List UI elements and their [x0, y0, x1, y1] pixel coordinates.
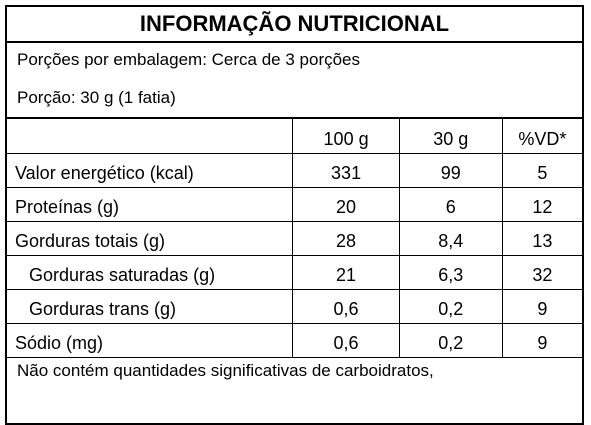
value-vd: 12: [501, 186, 582, 221]
value-30g: 6,3: [398, 254, 503, 289]
value-30g: 6: [398, 186, 503, 221]
nutrition-facts-label: INFORMAÇÃO NUTRICIONAL Porções por embal…: [5, 5, 584, 425]
table-row: Proteínas (g) 20 6 12: [7, 186, 582, 221]
value-100g: 0,6: [292, 322, 400, 357]
value-vd: 9: [501, 322, 582, 357]
table-row: Gorduras saturadas (g) 21 6,3 32: [7, 254, 582, 289]
value-100g: 0,6: [292, 288, 400, 323]
value-100g: 20: [292, 186, 400, 221]
row-label: Valor energético (kcal): [7, 152, 293, 187]
header-cell-30g: 30 g: [398, 119, 503, 153]
row-label: Gorduras saturadas (g): [7, 254, 293, 289]
value-vd: 5: [501, 152, 582, 187]
value-30g: 0,2: [398, 322, 503, 357]
serving-size: Porção: 30 g (1 fatia): [17, 88, 176, 107]
value-100g: 331: [292, 152, 400, 187]
value-vd: 13: [501, 220, 582, 255]
value-vd: 32: [501, 254, 582, 289]
header-cell-100g: 100 g: [292, 119, 400, 153]
value-vd: 9: [501, 288, 582, 323]
row-label: Proteínas (g): [7, 186, 293, 221]
row-label: Gorduras trans (g): [7, 288, 293, 323]
value-100g: 28: [292, 220, 400, 255]
row-label: Sódio (mg): [7, 322, 293, 357]
value-30g: 99: [398, 152, 503, 187]
table-row: Sódio (mg) 0,6 0,2 9: [7, 322, 582, 357]
header-cell-vd: %VD*: [501, 119, 582, 153]
value-30g: 8,4: [398, 220, 503, 255]
serving-info: Porções por embalagem: Cerca de 3 porçõe…: [7, 43, 582, 119]
label-title: INFORMAÇÃO NUTRICIONAL: [7, 7, 582, 43]
header-cell-empty: [7, 119, 293, 153]
table-row: Valor energético (kcal) 331 99 5: [7, 152, 582, 187]
value-100g: 21: [292, 254, 400, 289]
table-row: Gorduras trans (g) 0,6 0,2 9: [7, 288, 582, 323]
servings-per-package: Porções por embalagem: Cerca de 3 porçõe…: [17, 50, 361, 69]
nutrition-table: 100 g 30 g %VD* Valor energético (kcal) …: [7, 119, 582, 357]
table-row: Gorduras totais (g) 28 8,4 13: [7, 220, 582, 255]
value-30g: 0,2: [398, 288, 503, 323]
footer-note: Não contém quantidades significativas de…: [7, 357, 582, 397]
table-header-row: 100 g 30 g %VD*: [7, 119, 582, 153]
row-label: Gorduras totais (g): [7, 220, 293, 255]
